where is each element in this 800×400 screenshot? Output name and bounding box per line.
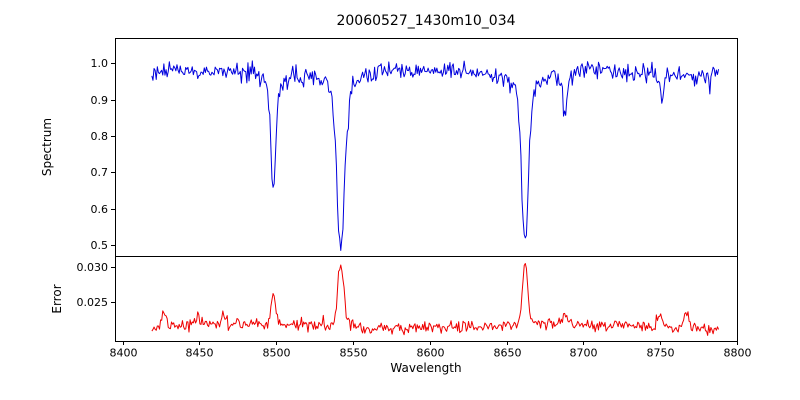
chart-title: 20060527_1430m10_034 [336,13,516,29]
y-axis-label-error: Error [50,284,64,314]
y-axis-label-spectrum: Spectrum [40,117,54,177]
x-axis-label: Wavelength [390,361,462,375]
